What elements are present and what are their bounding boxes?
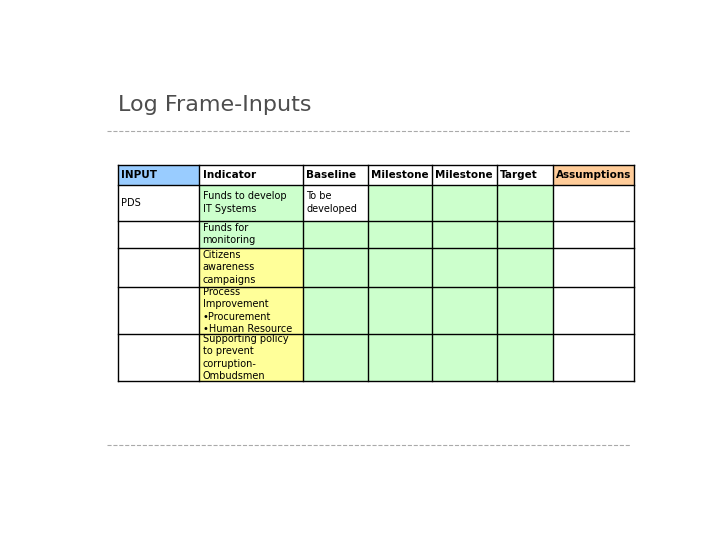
Text: Funds for
monitoring: Funds for monitoring xyxy=(202,223,256,245)
Bar xyxy=(367,165,432,185)
Text: Milestone: Milestone xyxy=(436,170,493,180)
Bar xyxy=(432,334,497,381)
Bar xyxy=(553,247,634,287)
Bar xyxy=(118,185,199,220)
Bar xyxy=(367,334,432,381)
Text: Milestone: Milestone xyxy=(371,170,428,180)
Bar xyxy=(367,185,432,220)
Bar xyxy=(303,165,367,185)
Text: INPUT: INPUT xyxy=(121,170,157,180)
Bar xyxy=(367,247,432,287)
Text: PDS: PDS xyxy=(121,198,141,207)
Bar xyxy=(497,220,553,247)
Bar xyxy=(199,287,303,334)
Bar xyxy=(118,220,199,247)
Bar xyxy=(432,247,497,287)
Text: Funds to develop
IT Systems: Funds to develop IT Systems xyxy=(202,191,287,214)
Bar xyxy=(199,334,303,381)
Text: Citizens
awareness
campaigns: Citizens awareness campaigns xyxy=(202,250,256,285)
Text: Supporting policy
to prevent
corruption-
Ombudsmen: Supporting policy to prevent corruption-… xyxy=(202,334,288,381)
Text: Assumptions: Assumptions xyxy=(556,170,631,180)
Bar xyxy=(553,287,634,334)
Text: Indicator: Indicator xyxy=(202,170,256,180)
Bar xyxy=(199,220,303,247)
Bar xyxy=(432,185,497,220)
Text: Target: Target xyxy=(500,170,538,180)
Bar xyxy=(497,185,553,220)
Bar xyxy=(432,165,497,185)
Bar xyxy=(497,287,553,334)
Bar xyxy=(199,165,303,185)
Bar xyxy=(553,185,634,220)
Bar xyxy=(367,287,432,334)
Bar xyxy=(553,165,634,185)
Bar xyxy=(118,287,199,334)
Bar xyxy=(303,247,367,287)
Bar xyxy=(303,334,367,381)
Bar xyxy=(118,334,199,381)
Bar xyxy=(432,287,497,334)
Text: To be
developed: To be developed xyxy=(307,191,357,214)
Bar xyxy=(303,185,367,220)
Bar xyxy=(553,334,634,381)
Bar xyxy=(367,220,432,247)
Text: Baseline: Baseline xyxy=(307,170,356,180)
Bar xyxy=(553,220,634,247)
Bar xyxy=(432,220,497,247)
Bar xyxy=(303,287,367,334)
Text: Log Frame-Inputs: Log Frame-Inputs xyxy=(118,94,311,114)
Bar xyxy=(497,165,553,185)
Bar xyxy=(118,247,199,287)
Bar xyxy=(199,247,303,287)
Bar xyxy=(303,220,367,247)
Bar xyxy=(199,185,303,220)
Text: Process
Improvement
•Procurement
•Human Resource: Process Improvement •Procurement •Human … xyxy=(202,287,292,334)
Bar xyxy=(118,165,199,185)
Bar xyxy=(497,334,553,381)
Bar xyxy=(497,247,553,287)
